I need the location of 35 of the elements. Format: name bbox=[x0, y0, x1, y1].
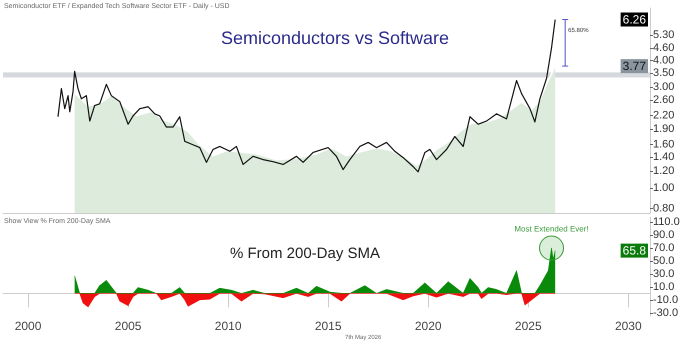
x-tick-label: 2015 bbox=[314, 319, 342, 333]
y-tick-label: 1.00 bbox=[653, 182, 674, 194]
y-tick-label: 5.30 bbox=[653, 28, 674, 41]
y-tick-label: -10.0 bbox=[653, 294, 678, 306]
annotation: 65.8 bbox=[622, 244, 646, 258]
y-tick-label: 30.0 bbox=[653, 268, 674, 280]
x-tick-label: 2030 bbox=[614, 319, 642, 333]
y-tick-label: 1.60 bbox=[653, 138, 674, 151]
y-tick-label: 90.0 bbox=[653, 229, 674, 242]
annotation: 3.77 bbox=[622, 59, 646, 74]
x-tick-label: 2010 bbox=[214, 319, 242, 333]
text: Semiconductors vs Software bbox=[220, 28, 450, 48]
y-tick-label: 1.20 bbox=[653, 165, 674, 178]
x-tick-label: 2005 bbox=[114, 319, 142, 333]
y-tick-label: 2.20 bbox=[653, 109, 674, 122]
y-tick-label: 4.00 bbox=[653, 54, 674, 67]
y-tick-label: 3.00 bbox=[653, 81, 674, 94]
y-tick-label: 0.80 bbox=[653, 202, 674, 214]
annotation: 6.26 bbox=[622, 12, 646, 27]
y-tick-label: 110.0 bbox=[653, 216, 680, 228]
y-tick-label: 10.0 bbox=[653, 280, 674, 293]
y-tick-label: -30.0 bbox=[653, 306, 678, 319]
y-tick-label: 4.60 bbox=[653, 42, 674, 54]
y-tick-label: 70.0 bbox=[653, 242, 674, 254]
x-tick-label: 2025 bbox=[514, 319, 542, 333]
text: % From 200-Day SMA bbox=[230, 245, 380, 262]
annotation: Most Extended Ever! bbox=[514, 224, 589, 234]
x-tick-label: 2020 bbox=[414, 319, 442, 333]
x-tick-label: 2000 bbox=[14, 319, 42, 333]
line-series bbox=[57, 18, 556, 172]
y-tick-label: 1.90 bbox=[653, 122, 674, 135]
y-tick-label: 2.60 bbox=[653, 94, 674, 106]
y-tick-label: 1.40 bbox=[653, 150, 674, 163]
y-tick-label: 50.0 bbox=[653, 255, 674, 267]
y-tick-label: 3.50 bbox=[653, 66, 674, 79]
